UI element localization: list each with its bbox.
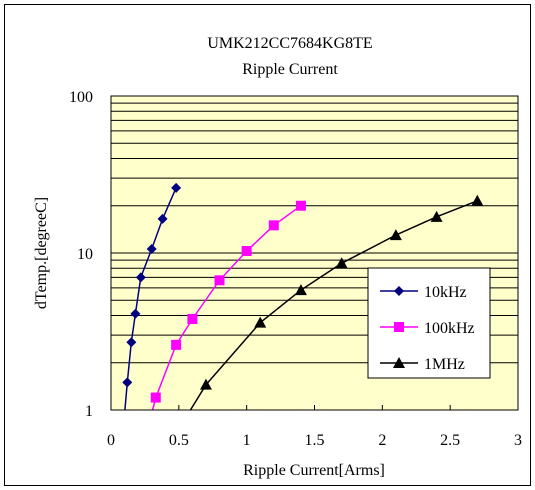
data-point xyxy=(157,213,168,224)
legend-item: 10kHz xyxy=(380,284,467,301)
series-10kHz xyxy=(122,182,182,410)
data-point xyxy=(126,337,137,348)
x-tick-label: 1 xyxy=(243,432,251,449)
legend-label: 100kHz xyxy=(424,320,475,337)
data-point xyxy=(187,313,198,324)
data-point xyxy=(130,308,141,319)
legend-label: 10kHz xyxy=(424,284,467,301)
data-point xyxy=(171,182,182,193)
data-point xyxy=(471,194,484,206)
x-axis-ticks: 0 0.5 1 1.5 2 2.5 3 xyxy=(107,405,522,449)
legend-items: 10kHz 100kHz 1MHz xyxy=(380,284,475,373)
legend: 10kHz 100kHz 1MHz xyxy=(367,267,491,379)
data-point xyxy=(214,275,225,286)
chart-title: UMK212CC7684KG8TE xyxy=(207,35,372,52)
data-point xyxy=(171,339,182,350)
legend-label: 1MHz xyxy=(424,356,465,373)
x-tick-label: 0 xyxy=(107,432,115,449)
data-point xyxy=(254,316,267,328)
series-100kHz xyxy=(150,200,306,410)
x-tick-label: 1.5 xyxy=(305,432,325,449)
data-point xyxy=(135,272,146,283)
y-axis-ticks: 1 10 100 xyxy=(69,89,93,420)
data-point xyxy=(335,257,348,269)
y-axis-label: dTemp.[degreeC] xyxy=(33,197,50,309)
series-layer xyxy=(122,182,484,410)
x-tick-label: 2 xyxy=(378,432,386,449)
data-point xyxy=(241,245,252,256)
data-point xyxy=(294,284,307,296)
series-line xyxy=(124,187,177,410)
legend-item: 1MHz xyxy=(380,356,465,373)
series-1MHz xyxy=(189,194,484,410)
data-point xyxy=(389,229,402,241)
x-tick-label: 0.5 xyxy=(169,432,189,449)
data-point xyxy=(268,220,279,231)
x-tick-label: 2.5 xyxy=(440,432,460,449)
y-tick-label: 10 xyxy=(77,246,93,263)
legend-marker xyxy=(394,286,404,296)
chart-subtitle: Ripple Current xyxy=(242,61,338,78)
legend-marker xyxy=(394,322,404,332)
y-tick-label: 100 xyxy=(69,89,93,106)
x-axis-label: Ripple Current[Arms] xyxy=(243,462,385,479)
series-line xyxy=(189,200,478,410)
legend-marker xyxy=(393,357,405,368)
data-point xyxy=(146,244,157,255)
data-point xyxy=(122,377,133,388)
data-point xyxy=(430,210,443,222)
x-tick-label: 3 xyxy=(514,432,522,449)
data-point xyxy=(295,200,306,211)
data-point xyxy=(150,392,161,403)
data-point xyxy=(199,378,212,390)
y-tick-label: 1 xyxy=(85,403,93,420)
legend-box xyxy=(367,267,491,379)
legend-item: 100kHz xyxy=(380,320,475,337)
